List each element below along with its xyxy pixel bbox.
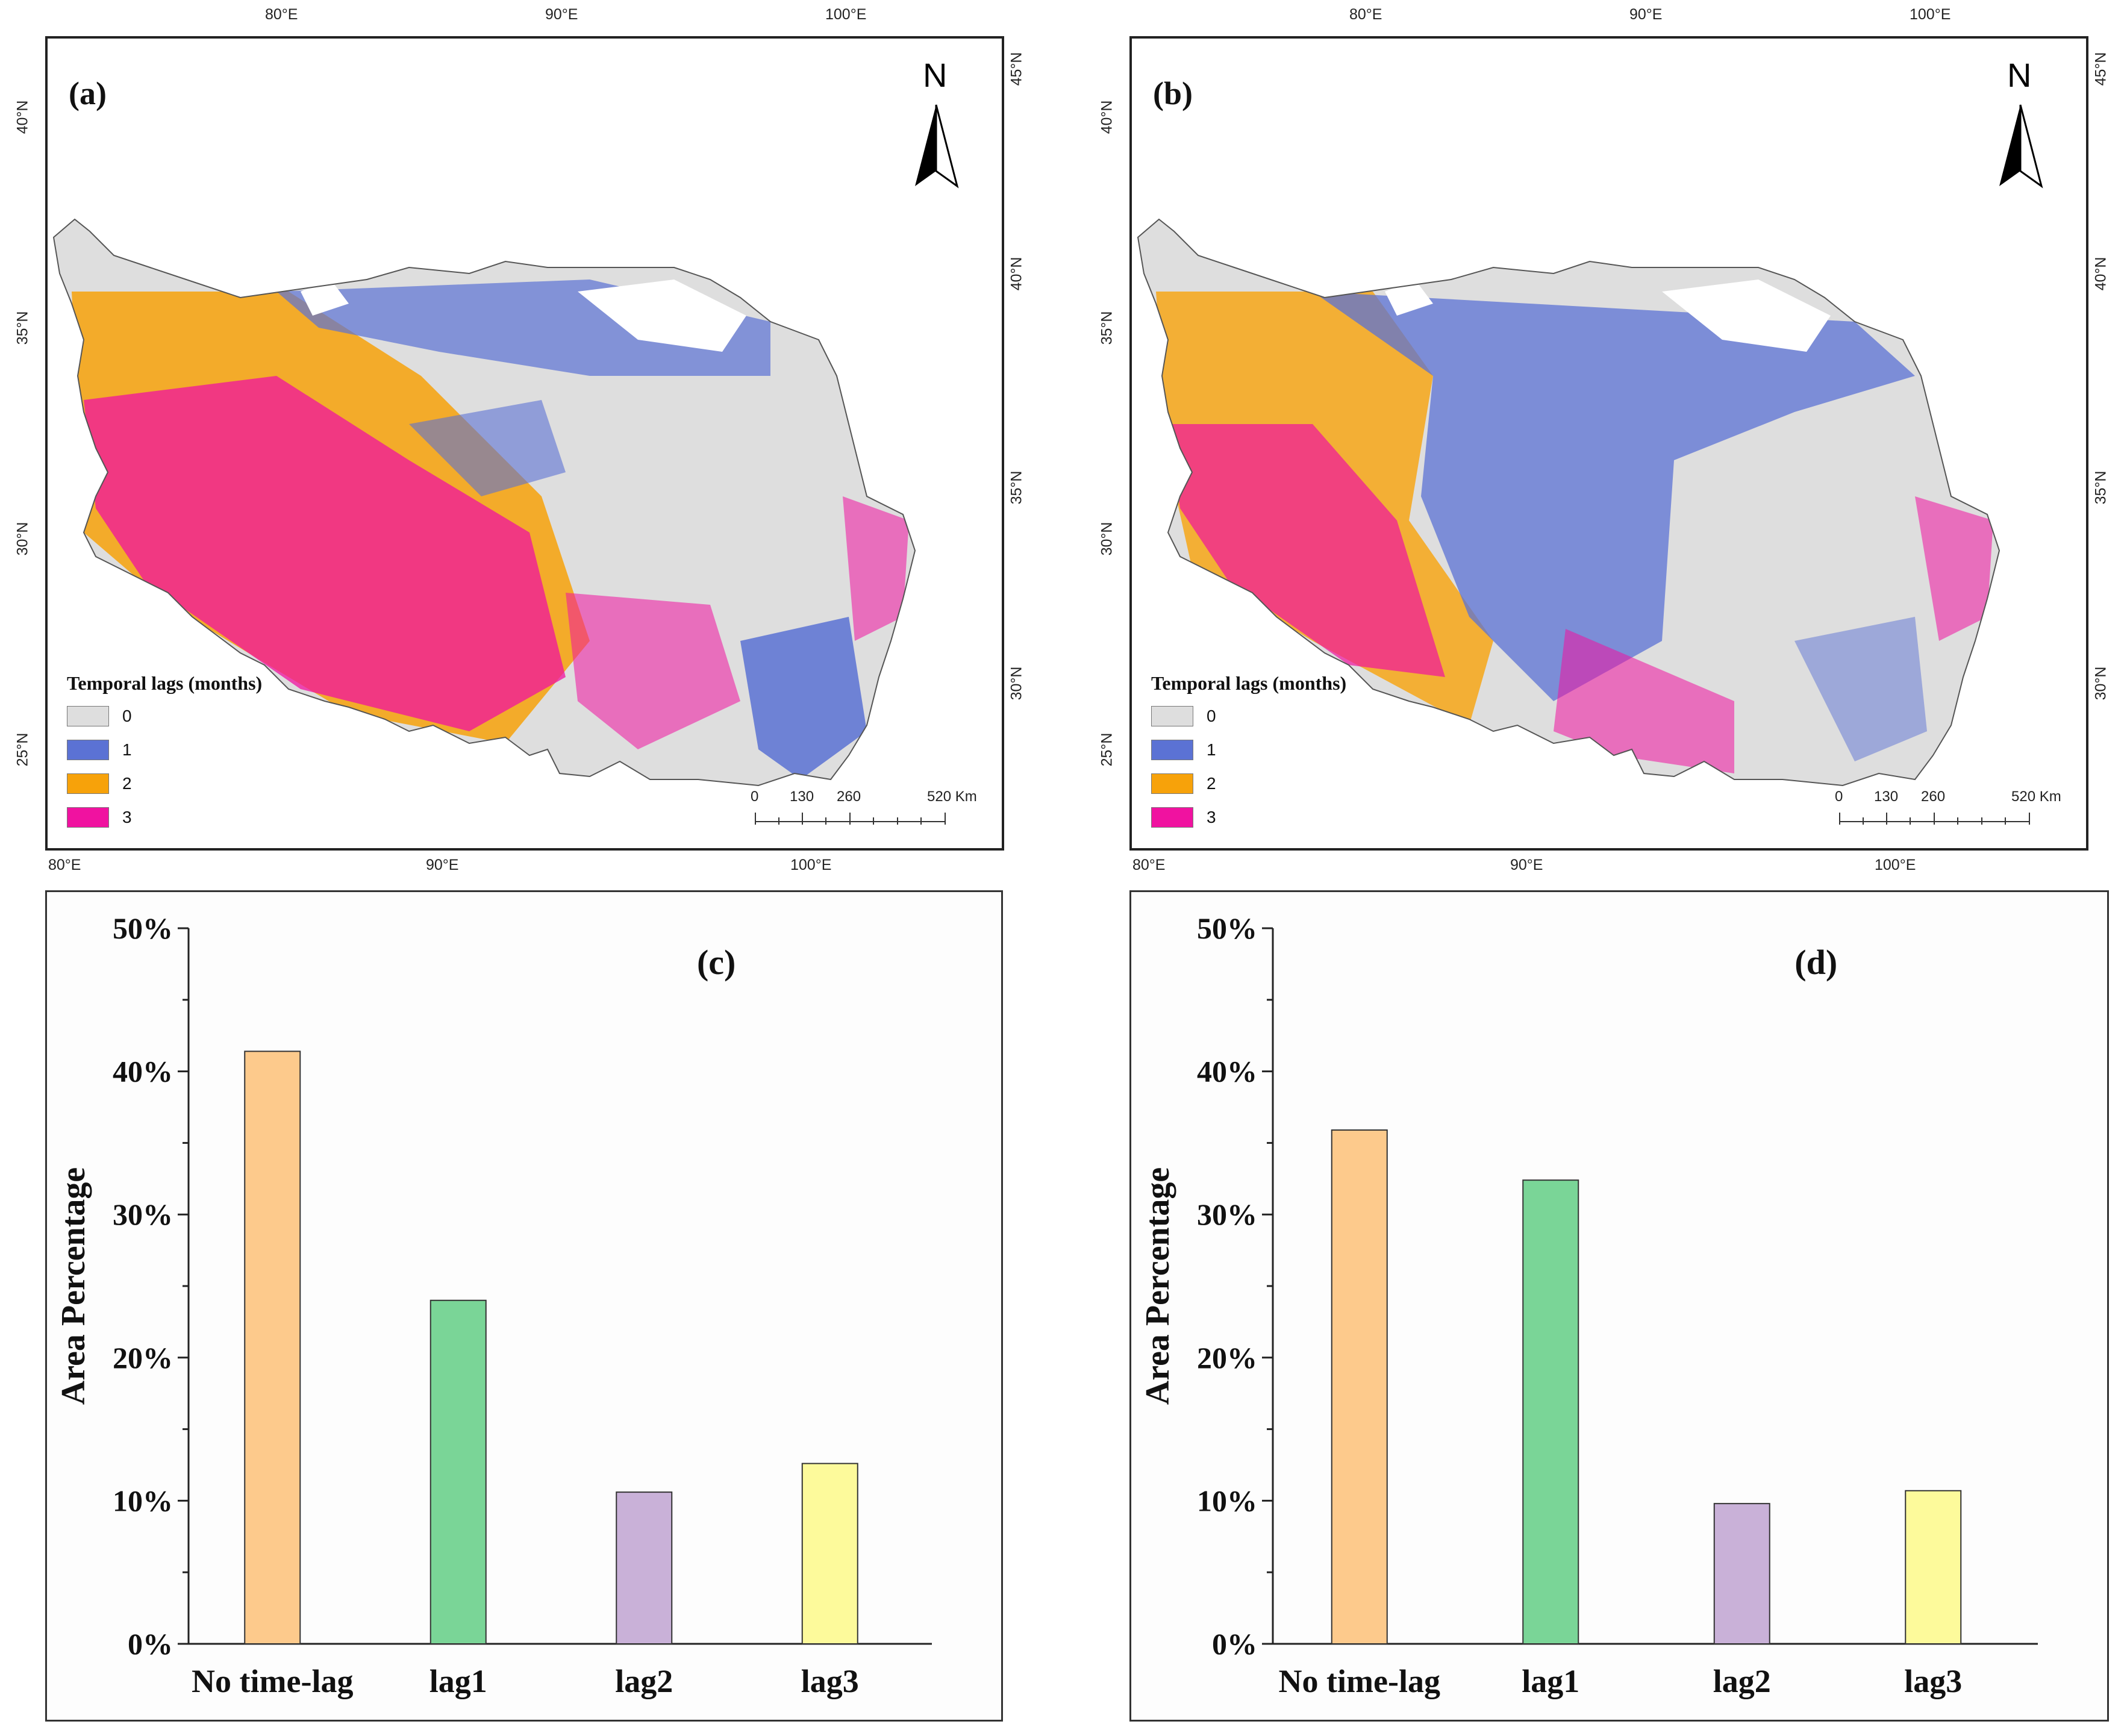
- panel-label-a: (a): [69, 75, 107, 111]
- legend-item: 1: [1151, 740, 1216, 760]
- north-arrow-icon: [915, 104, 959, 189]
- legend-item: 2: [1151, 773, 1216, 794]
- left-lat-tick: 35°N: [1098, 311, 1116, 345]
- scale-bar: [1839, 813, 2030, 825]
- bottom-lon-tick: 80°E: [48, 857, 81, 873]
- bar: [1522, 1179, 1579, 1644]
- x-tick-label: lag2: [615, 1663, 673, 1699]
- x-tick-label: No time-lag: [1279, 1663, 1440, 1699]
- bottom-lon-tick: 90°E: [426, 857, 459, 873]
- scale-label: 130: [1874, 788, 1899, 805]
- top-lon-tick: 90°E: [1629, 6, 1663, 23]
- bar-chart-svg: 0% 10% 20% 30% 40% 50% Area Percentage No time-…: [55, 911, 932, 1699]
- map-graphic: [1137, 104, 2043, 825]
- north-label: N: [2007, 56, 2032, 94]
- legend-title: Temporal lags (months): [67, 672, 263, 694]
- left-lat-tick: 40°N: [1098, 100, 1116, 134]
- map-frame: (b) N Temporal lags (months) 0 1 2 3 0 1…: [1129, 36, 2088, 851]
- top-lon-tick: 100°E: [825, 6, 867, 23]
- scale-label: 520 Km: [927, 788, 977, 805]
- legend-title: Temporal lags (months): [1151, 672, 1347, 694]
- y-tick-label: 0%: [1212, 1627, 1257, 1661]
- left-lat-tick: 25°N: [14, 732, 31, 767]
- y-axis-label: Area Percentage: [1139, 1167, 1176, 1405]
- bar: [1713, 1503, 1770, 1644]
- right-lat-tick: 35°N: [2092, 470, 2110, 505]
- right-lat-tick: 45°N: [1008, 52, 1025, 86]
- x-tick-label: lag3: [801, 1663, 859, 1699]
- left-lat-tick: 25°N: [1098, 732, 1116, 767]
- legend-item: 2: [67, 773, 132, 794]
- x-tick-label: lag3: [1904, 1663, 1962, 1699]
- bottom-lon-tick: 90°E: [1510, 857, 1543, 873]
- bar: [616, 1491, 673, 1644]
- bar: [429, 1299, 487, 1644]
- right-lat-tick: 40°N: [1008, 257, 1025, 291]
- scale-label: 520 Km: [2011, 788, 2061, 805]
- scale-bar: [755, 813, 946, 825]
- legend-item: 0: [67, 706, 132, 726]
- map-panel-b: 80°E 90°E 100°E: [1084, 0, 2127, 873]
- bottom-lon-tick: 100°E: [1875, 857, 1916, 873]
- x-tick-label: lag1: [429, 1663, 487, 1699]
- y-axis-label: Area Percentage: [55, 1167, 92, 1405]
- y-tick-label: 0%: [128, 1627, 173, 1661]
- x-tick-label: lag1: [1522, 1663, 1579, 1699]
- top-lon-tick: 80°E: [1349, 6, 1382, 23]
- scale-label: 260: [837, 788, 861, 805]
- top-lon-tick: 90°E: [545, 6, 578, 23]
- bar: [1331, 1129, 1388, 1644]
- panel-label: (d): [1794, 943, 1837, 982]
- y-tick-label: 10%: [1197, 1484, 1257, 1517]
- x-tick-label: lag2: [1713, 1663, 1771, 1699]
- map-frame: (a) N Temporal lags (months) 0 1 2 3 0 1…: [45, 36, 1004, 851]
- y-tick-label: 10%: [113, 1484, 173, 1517]
- bar-chart-c: 0% 10% 20% 30% 40% 50% Area Percentage No time-…: [45, 890, 1003, 1722]
- bar-chart-d: 0% 10% 20% 30% 40% 50% Area Percentage No time-…: [1129, 890, 2109, 1722]
- top-lon-tick: 100°E: [1910, 6, 1951, 23]
- legend-item: 3: [1151, 807, 1216, 828]
- scale-label: 0: [1835, 788, 1843, 805]
- panel-label: (c): [697, 943, 736, 982]
- scale-label: 0: [751, 788, 759, 805]
- y-tick-label: 50%: [113, 911, 173, 945]
- bar-chart-svg: 0% 10% 20% 30% 40% 50% Area Percentage No time-…: [1139, 911, 2038, 1699]
- legend-item: 3: [67, 807, 132, 828]
- legend-item: 0: [1151, 706, 1216, 726]
- panel-label-b: (b): [1153, 75, 1193, 111]
- legend-item: 1: [67, 740, 132, 760]
- left-lat-tick: 30°N: [1098, 522, 1116, 556]
- north-arrow-icon: [1999, 104, 2043, 189]
- scale-label: 130: [790, 788, 814, 805]
- y-tick-label: 40%: [1197, 1055, 1257, 1088]
- left-lat-tick: 40°N: [14, 100, 31, 134]
- y-tick-label: 30%: [113, 1197, 173, 1231]
- x-tick-label: No time-lag: [192, 1663, 353, 1699]
- y-tick-label: 20%: [1197, 1341, 1257, 1375]
- y-tick-label: 40%: [113, 1055, 173, 1088]
- bottom-lon-tick: 100°E: [790, 857, 832, 873]
- left-lat-tick: 35°N: [14, 311, 31, 345]
- top-lon-tick: 80°E: [265, 6, 298, 23]
- y-tick-label: 20%: [113, 1341, 173, 1375]
- right-lat-tick: 35°N: [1008, 470, 1025, 505]
- y-tick-label: 30%: [1197, 1197, 1257, 1231]
- bar: [1905, 1490, 1962, 1644]
- bar: [244, 1051, 301, 1644]
- north-label: N: [923, 56, 948, 94]
- bottom-lon-tick: 80°E: [1132, 857, 1166, 873]
- right-lat-tick: 45°N: [2092, 52, 2110, 86]
- scale-label: 260: [1921, 788, 1946, 805]
- map-panel-a: 80°E 90°E 100°E: [0, 0, 1025, 873]
- map-graphic: [52, 104, 959, 825]
- y-tick-label: 50%: [1197, 911, 1257, 945]
- left-lat-tick: 30°N: [14, 522, 31, 556]
- right-lat-tick: 30°N: [1008, 666, 1025, 701]
- right-lat-tick: 30°N: [2092, 666, 2110, 701]
- right-lat-tick: 40°N: [2092, 257, 2110, 291]
- bar: [801, 1463, 858, 1645]
